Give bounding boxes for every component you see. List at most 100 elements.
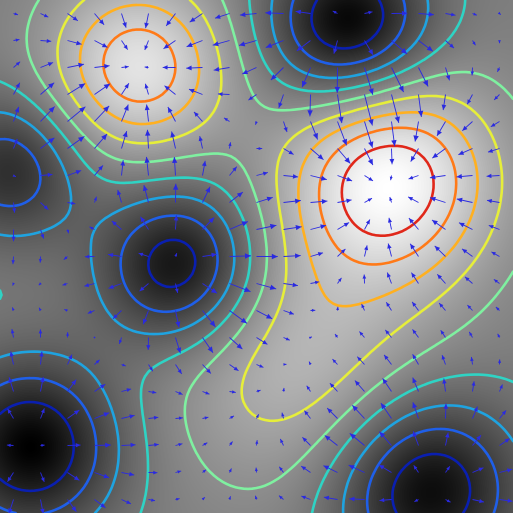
gradient-arrow (40, 376, 45, 392)
gradient-arrow (67, 136, 85, 149)
gradient-arrow (148, 442, 159, 447)
gradient-arrow (385, 301, 392, 311)
gradient-arrow (94, 40, 108, 48)
gradient-arrow (256, 389, 261, 393)
gradient-arrow (148, 364, 154, 372)
gradient-arrow (387, 243, 392, 257)
gradient-arrow (67, 170, 82, 176)
gradient-arrow (364, 148, 374, 166)
gradient-arrow (412, 402, 419, 419)
gradient-arrow (229, 283, 251, 293)
gradient-arrow (38, 256, 42, 263)
contour-level-5 (25, 0, 513, 491)
gradient-arrow (8, 377, 14, 392)
gradient-arrow (379, 431, 392, 446)
gradient-arrow (283, 225, 302, 231)
gradient-arrow (11, 307, 15, 311)
gradient-arrow (67, 62, 85, 68)
gradient-arrow (255, 440, 259, 446)
gradient-arrow (144, 156, 150, 176)
gradient-arrow (300, 465, 311, 473)
gradient-arrow (491, 251, 500, 257)
gradient-arrow (472, 406, 478, 419)
gradient-arrow (229, 415, 235, 419)
gradient-arrow (67, 499, 77, 512)
gradient-arrow (67, 472, 80, 481)
gradient-arrow (256, 171, 269, 176)
gradient-arrow (121, 40, 129, 50)
gradient-arrow (67, 83, 86, 95)
gradient-arrow (13, 82, 21, 95)
gradient-arrow (495, 306, 500, 311)
gradient-arrow (413, 465, 419, 473)
gradient-arrow (438, 302, 446, 311)
gradient-arrow (112, 310, 122, 320)
gradient-arrow (255, 121, 258, 125)
gradient-arrow (256, 283, 277, 290)
gradient-arrow (67, 13, 79, 22)
gradient-arrow (121, 83, 130, 95)
gradient-arrow (337, 277, 342, 284)
gradient-arrow (64, 309, 68, 312)
gradient-arrow (283, 198, 301, 204)
gradient-arrow (108, 283, 122, 289)
gradient-arrow (11, 256, 15, 265)
gradient-arrow (412, 329, 419, 338)
gradient-arrow (310, 121, 319, 140)
gradient-arrow (432, 148, 446, 159)
gradient-arrow (429, 174, 446, 180)
gradient-arrow (94, 412, 110, 419)
gradient-arrow (139, 283, 149, 292)
gradient-arrow (458, 222, 473, 230)
gradient-arrow (471, 381, 476, 392)
gradient-arrow (223, 117, 230, 122)
gradient-arrow (175, 497, 180, 501)
gradient-arrow (334, 333, 339, 338)
gradient-arrow (94, 64, 110, 69)
gradient-arrow (310, 224, 327, 230)
gradient-arrow (499, 384, 503, 392)
gradient-arrow (84, 283, 95, 287)
gradient-arrow (94, 499, 106, 509)
gradient-arrow (334, 67, 340, 93)
gradient-arrow (229, 441, 233, 446)
gradient-arrow (488, 224, 500, 230)
gradient-arrow (148, 470, 158, 475)
gradient-arrow (418, 11, 434, 17)
contour-level-2 (0, 0, 500, 513)
gradient-arrow (364, 175, 374, 182)
gradient-arrow (310, 148, 324, 161)
gradient-arrow (389, 175, 393, 181)
gradient-arrow (121, 13, 127, 28)
gradient-arrow (434, 245, 446, 257)
gradient-arrow (380, 402, 392, 419)
gradient-arrow (278, 495, 284, 500)
gradient-arrow (283, 310, 295, 315)
gradient-arrow (144, 104, 150, 122)
gradient-arrow (40, 13, 49, 18)
contour-level-1 (0, 0, 472, 513)
gradient-arrow (217, 92, 230, 97)
gradient-arrow (417, 94, 424, 117)
gradient-arrow (431, 219, 446, 230)
gradient-arrow (214, 13, 230, 19)
gradient-arrow (256, 337, 268, 345)
gradient-arrow (386, 272, 392, 284)
gradient-arrow (84, 254, 95, 259)
gradient-arrow (472, 40, 476, 46)
gradient-arrow (493, 279, 500, 284)
gradient-arrow (13, 138, 18, 149)
gradient-arrow (94, 83, 111, 95)
gradient-arrow (248, 94, 257, 101)
gradient-arrow (94, 165, 104, 176)
gradient-arrow (175, 470, 182, 474)
gradient-arrow (174, 253, 178, 257)
gradient-arrow (229, 337, 243, 350)
gradient-arrow (408, 217, 419, 230)
gradient-arrow (148, 415, 159, 420)
gradient-arrow (389, 148, 395, 165)
